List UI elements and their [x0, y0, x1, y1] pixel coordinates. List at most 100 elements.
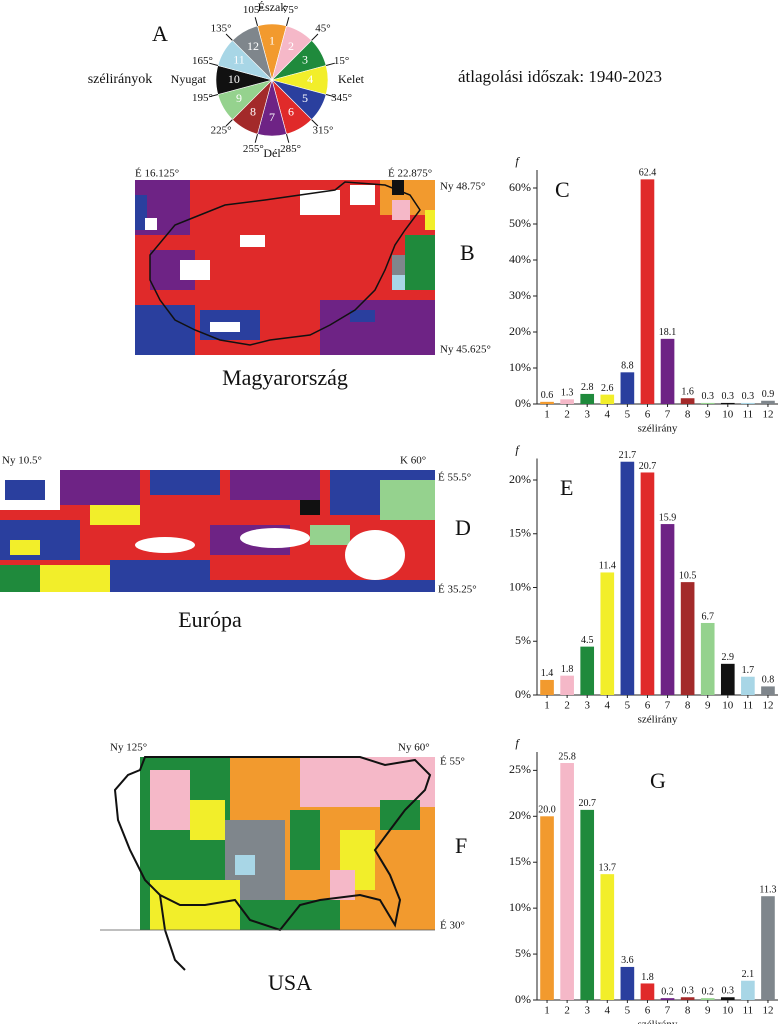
compass-angle: 135° [211, 23, 232, 35]
map-coordinate: É 16.125° [135, 168, 179, 180]
x-tick-label: 2 [564, 1005, 570, 1017]
x-tick-label: 2 [564, 700, 570, 712]
bar [580, 809, 595, 1000]
x-tick-label: 11 [743, 1005, 754, 1017]
value-label: 20.0 [538, 805, 556, 816]
bar [580, 646, 595, 695]
x-tick-label: 5 [625, 1005, 631, 1017]
map-europe [0, 470, 435, 592]
compass-sector-number: 12 [247, 39, 259, 53]
bar [640, 179, 655, 404]
x-tick-label: 9 [705, 1005, 711, 1017]
y-tick-label: 0% [515, 687, 531, 701]
bar [720, 402, 735, 404]
value-label: 1.3 [561, 388, 574, 399]
compass-arrow [209, 94, 219, 98]
compass-sector-number: 9 [236, 91, 242, 105]
compass-angle: 315° [312, 124, 333, 136]
x-tick-label: 6 [645, 1005, 651, 1017]
x-tick-label: 11 [743, 700, 754, 712]
y-tick-label: 5% [515, 946, 531, 960]
bar [540, 679, 554, 695]
y-tick-label: 20% [509, 808, 531, 822]
value-label: 1.4 [541, 668, 554, 679]
compass-west: Nyugat [171, 72, 207, 86]
bar [600, 572, 615, 695]
compass-arrow [286, 133, 290, 143]
map-coordinate: É 35.25° [438, 584, 477, 596]
bar [761, 400, 775, 404]
bar [720, 663, 735, 695]
x-tick-label: 5 [625, 409, 631, 421]
value-label: 2.8 [581, 382, 594, 393]
compass-arrow [286, 17, 290, 27]
compass-arrow [311, 33, 319, 41]
value-label: 3.6 [621, 955, 634, 966]
bar [540, 401, 554, 404]
x-tick-label: 9 [705, 409, 711, 421]
value-label: 0.3 [742, 391, 755, 402]
bar [700, 998, 715, 1000]
y-tick-label: 5% [515, 633, 531, 647]
compass-sector-number: 6 [288, 105, 294, 119]
compass-angle: 45° [315, 23, 330, 35]
value-label: 0.2 [701, 986, 714, 997]
value-label: 2.9 [722, 652, 735, 663]
x-tick-label: 8 [685, 1005, 691, 1017]
bar [741, 402, 755, 404]
bar [680, 398, 695, 404]
x-tick-label: 4 [605, 1005, 611, 1017]
map-coordinate: Ny 60° [398, 742, 430, 754]
map-name: Európa [178, 607, 242, 632]
x-tick-label: 4 [605, 409, 611, 421]
y-tick-label: 20% [509, 472, 531, 486]
map-coordinate: É 55.5° [438, 472, 471, 484]
value-label: 11.4 [599, 561, 616, 572]
map-usa [100, 756, 435, 971]
compass-angle: 255° [243, 143, 264, 155]
bar [660, 998, 675, 1000]
bar [640, 983, 655, 1000]
legend-title: szélirányok [88, 72, 153, 87]
bar [560, 675, 574, 695]
compass-arrow [209, 62, 219, 66]
panel-letter: E [560, 475, 573, 500]
bar [660, 338, 675, 404]
bar [741, 980, 755, 1000]
x-tick-label: 7 [665, 700, 671, 712]
compass-angle: 75° [283, 4, 298, 16]
y-axis-label: f [515, 442, 520, 456]
map-coordinate: Ny 48.75° [440, 181, 485, 193]
compass-angle: 15° [334, 55, 349, 67]
x-axis-label: szélirány [638, 1019, 678, 1024]
map-coordinate: Ny 125° [110, 742, 147, 754]
value-label: 2.6 [601, 383, 614, 394]
value-label: 18.1 [659, 327, 677, 338]
x-tick-label: 1 [544, 700, 550, 712]
bar [560, 763, 574, 1000]
value-label: 1.8 [561, 664, 574, 675]
value-label: 20.7 [578, 798, 596, 809]
value-label: 0.6 [541, 390, 554, 401]
y-tick-label: 10% [509, 579, 531, 593]
bar [680, 582, 695, 695]
bar [620, 461, 635, 695]
value-label: 11.3 [759, 885, 776, 896]
bar [700, 402, 715, 404]
x-tick-label: 3 [584, 1005, 590, 1017]
y-tick-label: 20% [509, 324, 531, 338]
compass-sector-number: 3 [302, 53, 308, 67]
map-name: Magyarország [222, 365, 348, 390]
value-label: 0.8 [762, 675, 775, 686]
compass-angle: 195° [192, 92, 213, 104]
map-coordinate: Ny 10.5° [2, 455, 42, 467]
y-tick-label: 30% [509, 288, 531, 302]
map-coordinate: K 60° [400, 455, 426, 467]
x-tick-label: 12 [762, 1005, 773, 1017]
panel-letter: A [152, 21, 168, 46]
x-tick-label: 3 [584, 700, 590, 712]
y-axis-label: f [515, 154, 520, 168]
compass-sector-number: 2 [288, 39, 294, 53]
value-label: 0.2 [661, 986, 674, 997]
